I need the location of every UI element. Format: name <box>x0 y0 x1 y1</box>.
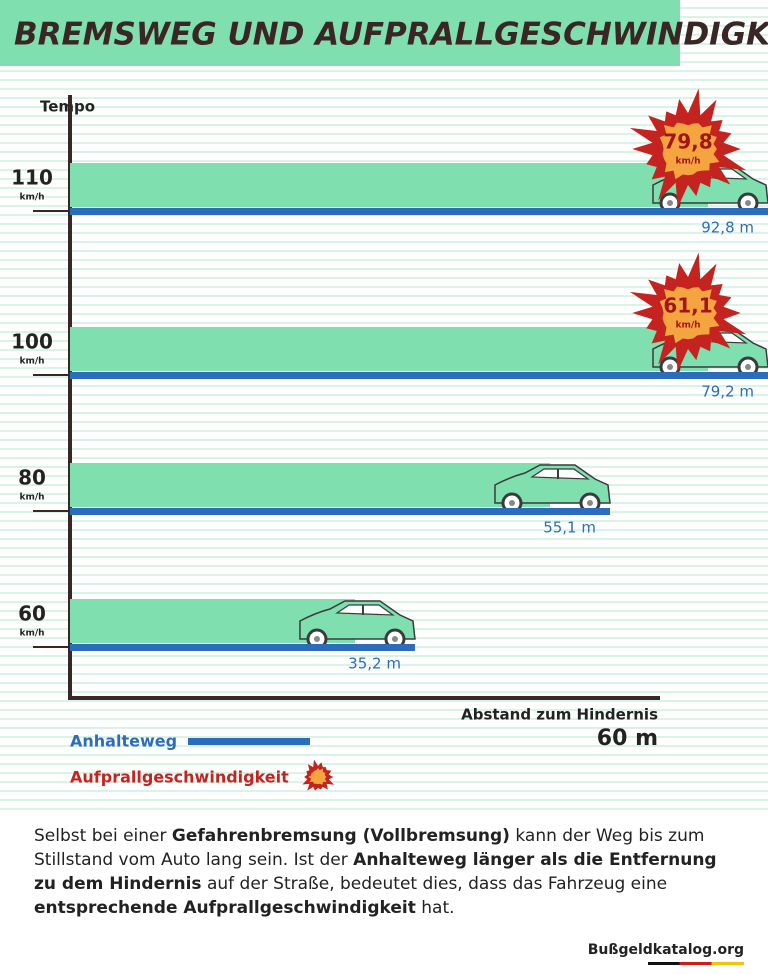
impact-burst-inner <box>659 286 720 344</box>
description-text: Selbst bei einer Gefahrenbremsung (Vollb… <box>34 824 734 920</box>
y-tick-label: 60 <box>18 602 46 626</box>
car-hub <box>586 500 593 506</box>
y-tick-unit: km/h <box>19 629 44 639</box>
description-segment: Gefahrenbremsung (Vollbremsung) <box>171 826 510 846</box>
impact-burst-inner <box>659 122 720 180</box>
speed-trail <box>70 463 550 507</box>
flag-line <box>648 962 744 965</box>
y-axis-label: Tempo <box>40 98 95 116</box>
chart-title: BREMSWEG UND AUFPRALLGESCHWINDIGKEIT <box>14 17 768 53</box>
speed-trail <box>70 163 708 207</box>
source: Bußgeldkatalog.org <box>587 942 744 958</box>
impact-label: 61,1 <box>663 294 712 318</box>
legend-swatch <box>188 738 310 745</box>
stopping-distance-bar <box>70 508 610 515</box>
impact-unit: km/h <box>675 157 700 167</box>
description: Selbst bei einer Gefahrenbremsung (Vollb… <box>0 814 768 975</box>
y-tick-unit: km/h <box>19 493 44 503</box>
legend-label: Aufprallgeschwindigkeit <box>70 768 289 787</box>
description-segment: hat. <box>415 898 455 918</box>
car-window <box>335 604 395 616</box>
car-hub <box>745 200 751 206</box>
car-hub <box>313 636 320 642</box>
x-tick-label: 60 m <box>597 726 658 751</box>
stopping-distance-bar <box>70 644 415 651</box>
description-segment: entsprechende Aufprallgeschwindigkeit <box>34 898 416 918</box>
legend-label: Anhalteweg <box>70 732 177 751</box>
title-bar <box>0 0 680 66</box>
x-axis-label: Abstand zum Hindernis <box>461 706 658 724</box>
description-segment: Anhalteweg länger als die Entfernung zu … <box>34 850 717 894</box>
value-label: 92,8 m <box>701 219 754 237</box>
car-hub <box>745 364 751 370</box>
car-hub <box>391 636 398 642</box>
value-label: 35,2 m <box>348 655 401 673</box>
chart: BREMSWEG UND AUFPRALLGESCHWINDIGKEIT Tem… <box>0 0 768 791</box>
car-hub <box>508 500 515 506</box>
impact-unit: km/h <box>675 321 700 331</box>
description-segment: Selbst bei einer <box>34 826 172 846</box>
value-label: 55,1 m <box>543 519 596 537</box>
stopping-distance-bar <box>70 208 768 215</box>
impact-label: 79,8 <box>663 130 712 154</box>
description-segment: auf der Straße, bedeutet dies, dass das … <box>201 874 668 894</box>
y-tick-label: 80 <box>18 466 46 490</box>
value-label: 79,2 m <box>701 383 754 401</box>
speed-trail <box>70 327 708 371</box>
car-hub <box>667 200 673 206</box>
car-window <box>530 468 590 480</box>
car-hub <box>667 364 673 370</box>
y-tick-label: 100 <box>11 330 53 354</box>
legend-swatch-inner <box>308 768 327 785</box>
y-tick-unit: km/h <box>19 357 44 367</box>
stopping-distance-bar <box>70 372 768 379</box>
y-tick-label: 110 <box>11 166 53 190</box>
y-tick-unit: km/h <box>19 193 44 203</box>
description-segment: kann der Weg bis zum Stillstand vom Auto… <box>34 826 705 870</box>
